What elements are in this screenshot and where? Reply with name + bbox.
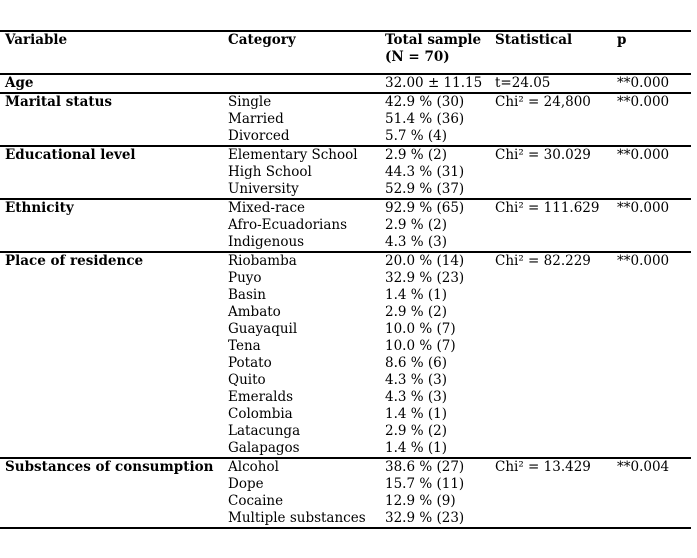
statistical-cell: Chi² = 30.029 [495, 147, 591, 163]
table-row-marital-status: Marital status Single Married Divorced 4… [0, 93, 691, 146]
category-cell: Mixed-race Afro-Ecuadorians Indigenous [223, 199, 380, 252]
category-line: Elementary School [228, 147, 358, 163]
category-line: Cocaine [228, 493, 284, 509]
p-value-cell: **0.000 [617, 253, 670, 269]
total-line: 4.3 % (3) [385, 372, 448, 388]
p-value-cell: **0.000 [617, 75, 670, 91]
total-line: 1.4 % (1) [385, 440, 448, 456]
total-line: 10.0 % (7) [385, 321, 456, 337]
table-row-ethnicity: Ethnicity Mixed-race Afro-Ecuadorians In… [0, 199, 691, 252]
total-line: 5.7 % (4) [385, 128, 448, 144]
total-cell: 92.9 % (65) 2.9 % (2) 4.3 % (3) [380, 199, 490, 252]
total-line: 15.7 % (11) [385, 476, 465, 492]
category-line: Mixed-race [228, 200, 305, 216]
statistical-cell: Chi² = 13.429 [495, 459, 591, 475]
category-line: Puyo [228, 270, 262, 286]
total-line: 44.3 % (31) [385, 164, 465, 180]
category-cell: Alcohol Dope Cocaine Multiple substances [223, 458, 380, 528]
variable-cell: Marital status [5, 94, 112, 110]
col-header-variable: Variable [5, 32, 68, 48]
variable-cell: Age [5, 75, 34, 91]
col-header-total-sample: Total sample (N = 70) [380, 31, 490, 74]
total-cell: 2.9 % (2) 44.3 % (31) 52.9 % (37) [380, 146, 490, 199]
total-line: 42.9 % (30) [385, 94, 465, 110]
category-line: Indigenous [228, 234, 305, 250]
total-cell: 32.00 ± 11.15 [380, 74, 490, 93]
col-header-statistical: Statistical [495, 32, 573, 48]
total-line: 2.9 % (2) [385, 304, 448, 320]
total-line: 32.9 % (23) [385, 510, 465, 526]
statistical-cell: Chi² = 24,800 [495, 94, 591, 110]
category-cell: Single Married Divorced [223, 93, 380, 146]
category-line: Single [228, 94, 272, 110]
table-row-substances-of-consumption: Substances of consumption Alcohol Dope C… [0, 458, 691, 528]
total-line: 32.00 ± 11.15 [385, 75, 483, 91]
total-line: 20.0 % (14) [385, 253, 465, 269]
category-line: Quito [228, 372, 266, 388]
total-sample-header-line1: Total sample [385, 32, 482, 48]
category-line: Divorced [228, 128, 290, 144]
variable-cell: Educational level [5, 147, 136, 163]
category-line: Emeralds [228, 389, 294, 405]
total-sample-header-line2: (N = 70) [385, 49, 450, 65]
total-line: 52.9 % (37) [385, 181, 465, 197]
category-line: Afro-Ecuadorians [228, 217, 348, 233]
p-value-cell: **0.000 [617, 147, 670, 163]
statistical-cell: Chi² = 82.229 [495, 253, 591, 269]
p-value-cell: **0.004 [617, 459, 670, 475]
category-cell [223, 74, 380, 93]
variable-cell: Ethnicity [5, 200, 74, 216]
category-line: Alcohol [228, 459, 279, 475]
total-line: 12.9 % (9) [385, 493, 456, 509]
category-line: High School [228, 164, 312, 180]
statistical-cell: t=24.05 [495, 75, 551, 91]
total-line: 92.9 % (65) [385, 200, 465, 216]
category-line: Colombia [228, 406, 293, 422]
variable-cell: Substances of consumption [5, 459, 214, 475]
total-cell: 38.6 % (27) 15.7 % (11) 12.9 % (9) 32.9 … [380, 458, 490, 528]
table-row-place-of-residence: Place of residence Riobamba Puyo Basin A… [0, 252, 691, 458]
category-line: Galapagos [228, 440, 300, 456]
total-line: 2.9 % (2) [385, 423, 448, 439]
table-row-age: Age 32.00 ± 11.15 t=24.05 **0.000 [0, 74, 691, 93]
total-line: 8.6 % (6) [385, 355, 448, 371]
total-line: 2.9 % (2) [385, 147, 448, 163]
total-cell: 42.9 % (30) 51.4 % (36) 5.7 % (4) [380, 93, 490, 146]
category-line: Married [228, 111, 284, 127]
col-header-p: p [617, 32, 627, 48]
total-line: 1.4 % (1) [385, 406, 448, 422]
category-line: Ambato [228, 304, 281, 320]
category-line: Guayaquil [228, 321, 298, 337]
category-cell: Riobamba Puyo Basin Ambato Guayaquil Ten… [223, 252, 380, 458]
col-header-category: Category [228, 32, 296, 48]
category-line: Dope [228, 476, 264, 492]
statistical-cell: Chi² = 111.629 [495, 200, 600, 216]
category-line: Basin [228, 287, 266, 303]
category-line: Latacunga [228, 423, 301, 439]
category-line: Potato [228, 355, 272, 371]
p-value-cell: **0.000 [617, 94, 670, 110]
category-line: Tena [228, 338, 261, 354]
total-line: 2.9 % (2) [385, 217, 448, 233]
category-cell: Elementary School High School University [223, 146, 380, 199]
total-line: 38.6 % (27) [385, 459, 465, 475]
table-header-row: Variable Category Total sample (N = 70) … [0, 31, 691, 74]
total-line: 1.4 % (1) [385, 287, 448, 303]
table-row-educational-level: Educational level Elementary School High… [0, 146, 691, 199]
variable-cell: Place of residence [5, 253, 144, 269]
total-line: 4.3 % (3) [385, 389, 448, 405]
total-line: 32.9 % (23) [385, 270, 465, 286]
p-value-cell: **0.000 [617, 200, 670, 216]
total-cell: 20.0 % (14) 32.9 % (23) 1.4 % (1) 2.9 % … [380, 252, 490, 458]
statistics-table: Variable Category Total sample (N = 70) … [0, 30, 691, 529]
total-line: 51.4 % (36) [385, 111, 465, 127]
category-line [228, 75, 376, 92]
total-line: 10.0 % (7) [385, 338, 456, 354]
category-line: Multiple substances [228, 510, 366, 526]
category-line: Riobamba [228, 253, 297, 269]
category-line: University [228, 181, 299, 197]
total-line: 4.3 % (3) [385, 234, 448, 250]
